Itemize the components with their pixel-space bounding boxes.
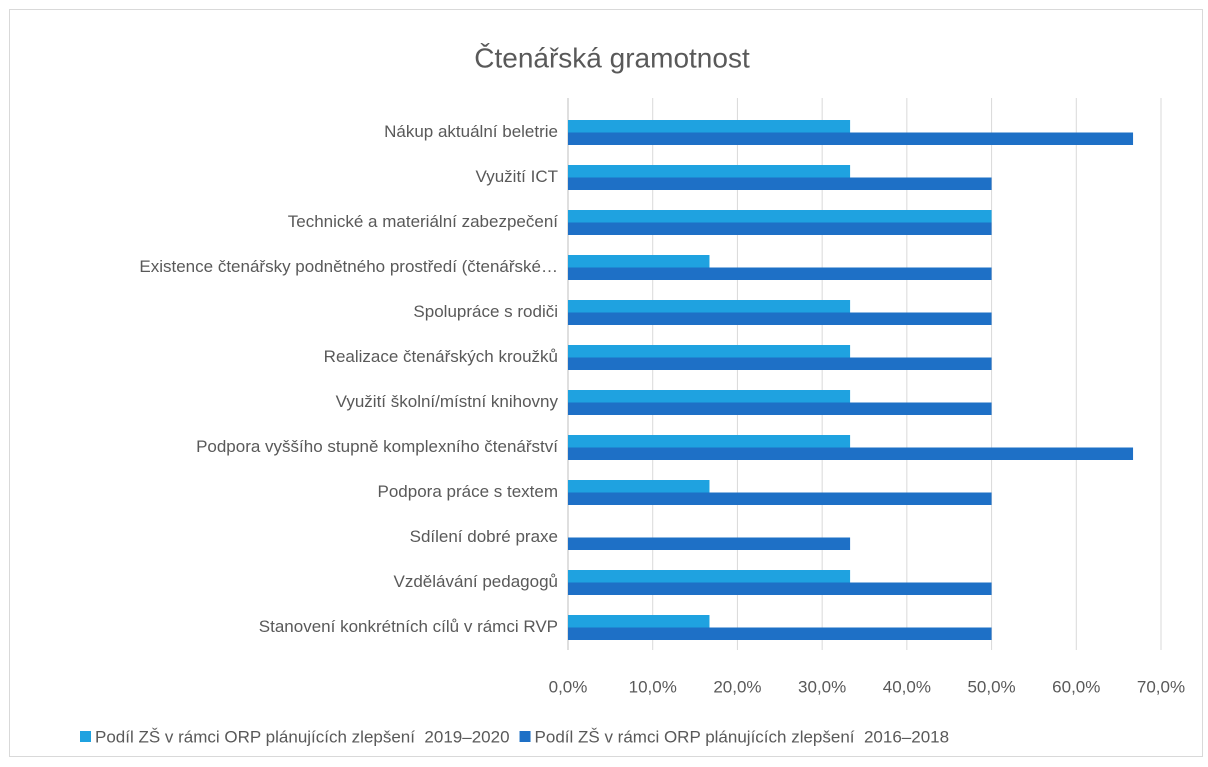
bar: [568, 627, 992, 640]
bar: [568, 447, 1134, 460]
bar: [568, 222, 992, 235]
y-tick-label: Stanovení konkrétních cílů v rámci RVP: [259, 617, 558, 636]
chart-title: Čtenářská gramotnost: [474, 42, 750, 73]
bar: [568, 177, 992, 190]
bar: [568, 537, 851, 550]
y-tick-label: Vzdělávání pedagogů: [394, 572, 558, 591]
x-tick-label: 20,0%: [713, 677, 761, 696]
x-tick-label: 0,0%: [549, 677, 588, 696]
bar: [568, 570, 851, 583]
y-tick-label: Existence čtenářsky podnětného prostředí…: [139, 257, 558, 276]
x-tick-label: 60,0%: [1052, 677, 1100, 696]
bar: [568, 120, 851, 133]
y-tick-label: Nákup aktuální beletrie: [384, 122, 558, 141]
bar: [568, 357, 992, 370]
legend-label: Podíl ZŠ v rámci ORP plánujících zlepšen…: [535, 727, 950, 746]
x-tick-label: 10,0%: [629, 677, 677, 696]
bar: [568, 132, 1134, 145]
x-tick-label: 50,0%: [967, 677, 1015, 696]
bar: [568, 255, 710, 268]
bar: [568, 345, 851, 358]
bar: [568, 210, 992, 223]
bar: [568, 480, 710, 493]
bar: [568, 165, 851, 178]
bar: [568, 615, 710, 628]
x-tick-label: 30,0%: [798, 677, 846, 696]
x-tick-label: 70,0%: [1137, 677, 1185, 696]
y-tick-label: Podpora vyššího stupně komplexního čtená…: [196, 437, 558, 456]
bar: [568, 435, 851, 448]
legend-swatch: [519, 731, 531, 742]
y-tick-label: Podpora práce s textem: [378, 482, 558, 501]
bar: [568, 300, 851, 313]
y-tick-label: Sdílení dobré praxe: [410, 527, 558, 546]
y-tick-label: Využití ICT: [476, 167, 559, 186]
legend-swatch: [80, 731, 91, 742]
bar: [568, 390, 851, 403]
legend-label: Podíl ZŠ v rámci ORP plánujících zlepšen…: [95, 727, 510, 746]
bar: [568, 402, 992, 415]
bar: [568, 312, 992, 325]
bar: [568, 492, 992, 505]
bar: [568, 582, 992, 595]
y-tick-label: Využití školní/místní knihovny: [336, 392, 559, 411]
x-tick-label: 40,0%: [883, 677, 931, 696]
y-tick-label: Spolupráce s rodiči: [413, 302, 558, 321]
y-tick-label: Realizace čtenářských kroužků: [324, 347, 558, 366]
bar: [568, 267, 992, 280]
y-tick-label: Technické a materiální zabezpečení: [288, 212, 559, 231]
